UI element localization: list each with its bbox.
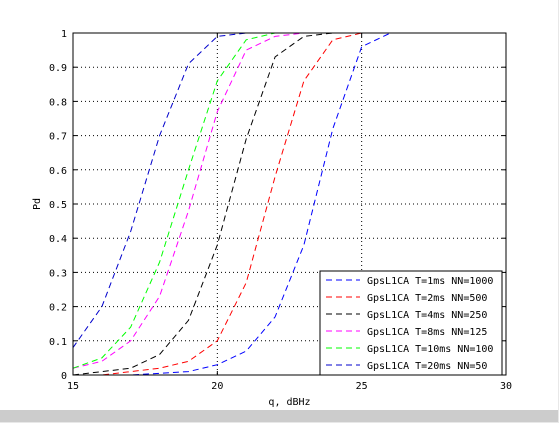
y-tick-label: 0.1 [49,337,67,348]
y-tick-label: 0.6 [49,166,67,177]
y-tick-label: 0.7 [49,132,67,143]
y-tick-label: 0.4 [49,234,67,245]
y-tick-label: 0.2 [49,303,67,314]
y-axis-label: Pd [32,198,43,210]
legend-label: GpsL1CA T=8ms NN=125 [367,327,487,338]
y-tick-label: 0.3 [49,268,67,279]
y-tick-label: 0.5 [49,200,67,211]
legend-box [319,270,503,376]
x-ticks: 15 20 25 30 [67,33,512,392]
x-tick-label: 20 [211,381,223,392]
x-tick-label: 25 [356,381,368,392]
x-axis-label: q, dBHz [268,397,310,408]
legend-label: GpsL1CA T=20ms NN=50 [367,361,487,372]
legend-label: GpsL1CA T=10ms NN=100 [367,344,493,355]
legend-label: GpsL1CA T=1ms NN=1000 [367,276,493,287]
y-tick-label: 1 [61,29,67,40]
legend-label: GpsL1CA T=4ms NN=250 [367,310,487,321]
x-tick-label: 15 [67,381,79,392]
y-tick-label: 0.8 [49,97,67,108]
series-line-3 [72,32,506,376]
legend: GpsL1CA T=1ms NN=1000 GpsL1CA T=2ms NN=50… [319,270,503,376]
series-line-2 [73,32,506,376]
legend-label: GpsL1CA T=2ms NN=500 [367,293,487,304]
x-tick-label: 30 [500,381,512,392]
y-tick-label: 0.9 [49,63,67,74]
y-ticks: 0 0.1 0.2 0.3 0.4 0.5 0.6 0.7 0.8 0.9 1 [49,29,506,382]
y-tick-label: 0 [61,371,67,382]
